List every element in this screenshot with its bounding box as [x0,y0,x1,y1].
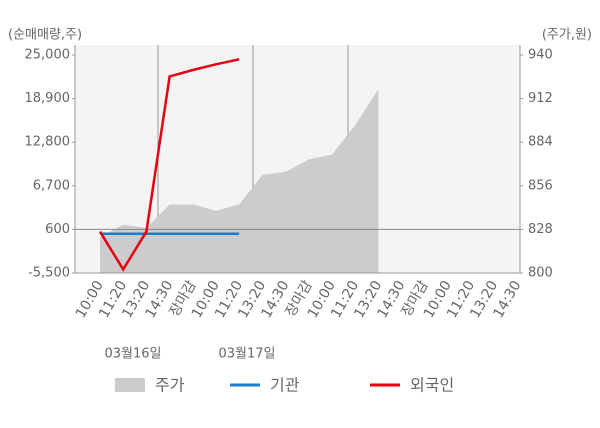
y-tick-label: 12,800 [25,135,71,150]
y-tick-label: 25,000 [25,48,71,63]
date-label: 03월17일 [218,347,275,362]
y-tick-label: 6,700 [33,178,70,193]
y2-tick-label: 940 [528,48,553,63]
legend-label: 주가 [155,376,185,395]
series-line [98,58,240,272]
y2-tick-label: 800 [528,266,553,281]
legend-label: 기관 [270,376,300,395]
y-tick-label: 600 [45,222,70,237]
y-axis-title: (순매매량,주) [8,28,82,43]
y2-tick-label: 912 [528,91,553,106]
y2-tick-label: 884 [528,135,553,150]
legend-swatch [115,378,145,392]
y2-tick-label: 828 [528,222,553,237]
y2-tick-label: 856 [528,178,553,193]
legend-label: 외국인 [410,376,454,395]
y-tick-label: 18,900 [25,91,71,106]
y-tick-label: -5,500 [28,266,70,281]
price-area [100,89,379,273]
y2-axis-title: (주가,원) [542,28,592,43]
date-label: 03월16일 [104,347,161,362]
